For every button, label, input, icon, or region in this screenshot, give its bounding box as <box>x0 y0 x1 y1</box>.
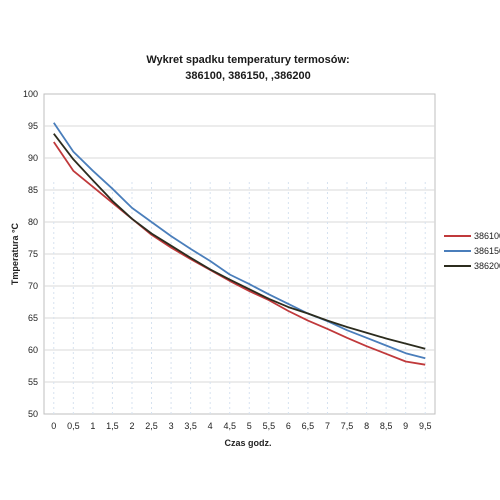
y-tick-label: 50 <box>28 409 38 419</box>
x-tick-label: 0 <box>51 421 56 431</box>
x-tick-label: 7 <box>325 421 330 431</box>
x-tick-label: 5 <box>247 421 252 431</box>
x-tick-label: 3 <box>169 421 174 431</box>
y-tick-label: 60 <box>28 345 38 355</box>
chart-title: Wykret spadku temperatury termosów: 3861… <box>146 54 349 82</box>
y-axis-tick-labels: 50 55 60 65 70 75 80 85 90 95 100 <box>23 89 38 419</box>
y-tick-label: 100 <box>23 89 38 99</box>
y-axis-title: Tmperatura °C <box>10 222 20 285</box>
legend-label-386100: 386100 <box>474 231 500 241</box>
x-axis-tick-labels: 0 0,5 1 1,5 2 2,5 3 3,5 4 4,5 5 5,5 6 6,5 7 7,5 8 8,5 9 9,5 <box>51 421 431 431</box>
x-tick-label: 9 <box>403 421 408 431</box>
series-line-386200 <box>53 133 426 350</box>
x-tick-label: 4 <box>208 421 213 431</box>
x-tick-label: 2 <box>129 421 134 431</box>
x-axis-title: Czas godz. <box>224 438 271 448</box>
x-tick-label: 5,5 <box>263 421 276 431</box>
y-tick-label: 95 <box>28 121 38 131</box>
y-tick-label: 80 <box>28 217 38 227</box>
y-tick-label: 65 <box>28 313 38 323</box>
legend-label-386150: 386150 <box>474 246 500 256</box>
legend: 386100 386150 386200 <box>444 231 500 271</box>
x-tick-label: 0,5 <box>67 421 80 431</box>
series-line-386150 <box>53 122 426 360</box>
x-tick-label: 8,5 <box>380 421 393 431</box>
x-tick-label: 6,5 <box>302 421 315 431</box>
chart-title-line-1: Wykret spadku temperatury termosów: <box>146 54 349 66</box>
chart-title-line-2: 386100, 386150, ,386200 <box>185 70 310 82</box>
y-tick-label: 85 <box>28 185 38 195</box>
y-tick-label: 75 <box>28 249 38 259</box>
y-tick-label: 70 <box>28 281 38 291</box>
y-tick-label: 90 <box>28 153 38 163</box>
y-tick-label: 55 <box>28 377 38 387</box>
x-tick-label: 3,5 <box>184 421 197 431</box>
x-tick-label: 1 <box>90 421 95 431</box>
x-tick-label: 2,5 <box>145 421 158 431</box>
x-tick-label: 6 <box>286 421 291 431</box>
series-line-386100 <box>53 141 426 366</box>
x-tick-label: 8 <box>364 421 369 431</box>
legend-label-386200: 386200 <box>474 261 500 271</box>
x-tick-label: 7,5 <box>341 421 354 431</box>
x-tick-label: 1,5 <box>106 421 119 431</box>
series-lines <box>53 122 426 366</box>
x-tick-label: 9,5 <box>419 421 432 431</box>
x-tick-label: 4,5 <box>223 421 236 431</box>
